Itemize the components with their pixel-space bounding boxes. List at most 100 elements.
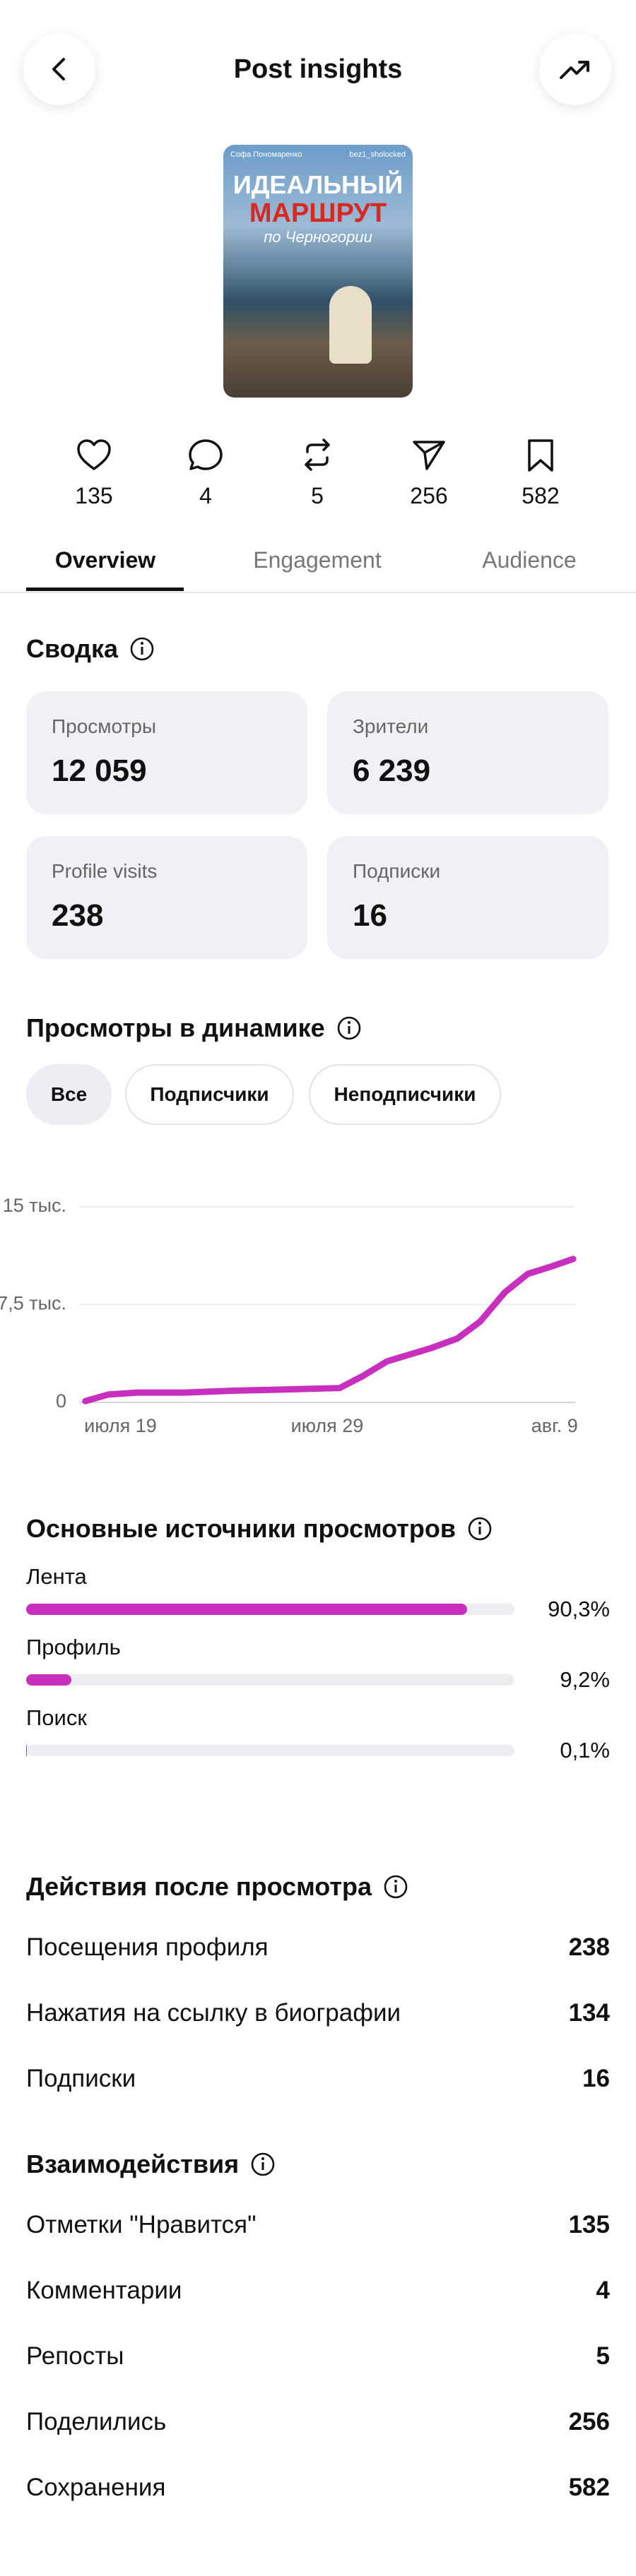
page-title: Post insights (233, 54, 403, 84)
section-title: Основные источники просмотров (26, 1514, 456, 1543)
views-chart: 0 7,5 тыс. 15 тыс. июля 19 июля 29 авг. 9 (0, 1195, 578, 1436)
card-value: 238 (52, 898, 104, 933)
share-icon (413, 441, 445, 470)
row-value: 4 (596, 2277, 610, 2304)
info-icon[interactable] (383, 1874, 408, 1900)
source-label: Поиск (26, 1705, 87, 1730)
sources-header: Основные источники просмотров (26, 1512, 493, 1546)
source-value: 90,3% (548, 1597, 610, 1621)
summary-card: Просмотры 12 059 (26, 691, 307, 814)
post-headline-accent: МАРШРУТ (249, 198, 387, 228)
tab[interactable]: Audience (482, 547, 577, 573)
tab-indicator (26, 588, 184, 591)
stat-row: Сохранения 582 (26, 2470, 610, 2505)
stat-count: 582 (522, 483, 560, 508)
post-headline: ИДЕАЛЬНЫЙ (232, 170, 404, 199)
stat-row: Нажатия на ссылку в биографии 134 (26, 1996, 610, 2031)
tab[interactable]: Overview (54, 547, 156, 573)
section-title: Взаимодействия (26, 2149, 240, 2178)
stat-row: Поделились 256 (26, 2404, 610, 2440)
stat-count: 4 (199, 483, 212, 508)
filter-pill[interactable]: Подписчики (125, 1064, 294, 1125)
stat-row: Отметки "Нравится" 135 (26, 2207, 610, 2243)
card-label: Зрители (353, 715, 429, 737)
source-label: Профиль (26, 1635, 121, 1659)
summary-header: Сводка (26, 632, 155, 666)
interactions-header: Взаимодействия (26, 2147, 276, 2181)
stat-icons (77, 439, 553, 472)
source-track (26, 1745, 514, 1756)
post-subline: по Черногории (264, 228, 372, 246)
row-value: 16 (582, 2065, 610, 2092)
section-title: Сводка (26, 634, 119, 663)
source-label: Лента (26, 1564, 87, 1589)
info-icon[interactable] (467, 1516, 493, 1542)
card-value: 6 239 (353, 753, 431, 788)
card-value: 12 059 (52, 753, 147, 788)
summary-card: Зрители 6 239 (327, 691, 608, 814)
chart-header: Просмотры в динамике (26, 1011, 362, 1045)
trend-button[interactable] (539, 33, 611, 105)
back-icon (52, 58, 65, 80)
filter-pill[interactable]: Все (26, 1064, 112, 1125)
back-button[interactable] (23, 33, 95, 105)
tab-divider (0, 592, 636, 593)
info-icon[interactable] (129, 636, 155, 662)
tab[interactable]: Engagement (253, 547, 382, 573)
trend-icon (560, 61, 589, 79)
like-icon (77, 439, 111, 470)
x-tick-label: авг. 9 (531, 1415, 578, 1436)
row-label: Поделились (26, 2408, 167, 2435)
stat-row: Репосты 5 (26, 2339, 610, 2374)
source-bar (26, 1745, 27, 1756)
row-label: Отметки "Нравится" (26, 2211, 257, 2238)
source-track (26, 1674, 514, 1686)
y-tick-label: 0 (56, 1390, 66, 1412)
post-author: Софа Пономаренко (230, 150, 302, 159)
stat-count: 5 (311, 483, 324, 508)
source-bar (26, 1674, 71, 1686)
save-icon (528, 439, 553, 472)
post-thumbnail[interactable]: Софа Пономаренко bez1_sholocked ИДЕАЛЬНЫ… (223, 145, 413, 398)
views-line (82, 1256, 577, 1405)
y-tick-label: 7,5 тыс. (0, 1293, 66, 1314)
card-label: Profile visits (52, 860, 158, 882)
x-tick-label: июля 29 (291, 1415, 364, 1436)
stat-count: 256 (410, 483, 448, 508)
x-tick-label: июля 19 (84, 1415, 157, 1436)
source-bar (26, 1604, 467, 1615)
source-value: 0,1% (560, 1738, 610, 1763)
filter-pill[interactable]: Неподписчики (309, 1064, 501, 1125)
row-label: Посещения профиля (26, 1933, 269, 1961)
stat-row: Комментарии 4 (26, 2273, 610, 2308)
card-label: Просмотры (52, 715, 156, 737)
row-value: 256 (568, 2408, 610, 2435)
y-tick-label: 15 тыс. (3, 1195, 66, 1216)
post-handle: bez1_sholocked (349, 150, 406, 159)
summary-card: Profile visits 238 (26, 836, 307, 959)
repost-icon (305, 439, 330, 471)
row-value: 238 (568, 1933, 610, 1961)
comment-icon (189, 439, 223, 470)
row-label: Нажатия на ссылку в биографии (26, 1999, 401, 2027)
actions-header: Действия после просмотра (26, 1870, 408, 1904)
info-icon[interactable] (250, 2152, 276, 2177)
source-value: 9,2% (560, 1667, 610, 1692)
post-figure (329, 286, 372, 364)
row-value: 5 (596, 2342, 610, 2370)
card-label: Подписки (353, 860, 441, 882)
card-value: 16 (353, 898, 387, 933)
row-label: Репосты (26, 2342, 124, 2370)
summary-card: Подписки 16 (327, 836, 608, 959)
stat-row: Подписки 16 (26, 2061, 610, 2097)
row-label: Подписки (26, 2065, 136, 2092)
row-value: 582 (568, 2474, 610, 2501)
stat-row: Посещения профиля 238 (26, 1930, 610, 1965)
info-icon[interactable] (336, 1015, 362, 1041)
row-label: Комментарии (26, 2277, 182, 2304)
stat-count: 135 (75, 483, 113, 508)
chart-title: Просмотры в динамике (26, 1013, 325, 1042)
section-title: Действия после просмотра (26, 1872, 372, 1901)
row-label: Сохранения (26, 2474, 166, 2501)
